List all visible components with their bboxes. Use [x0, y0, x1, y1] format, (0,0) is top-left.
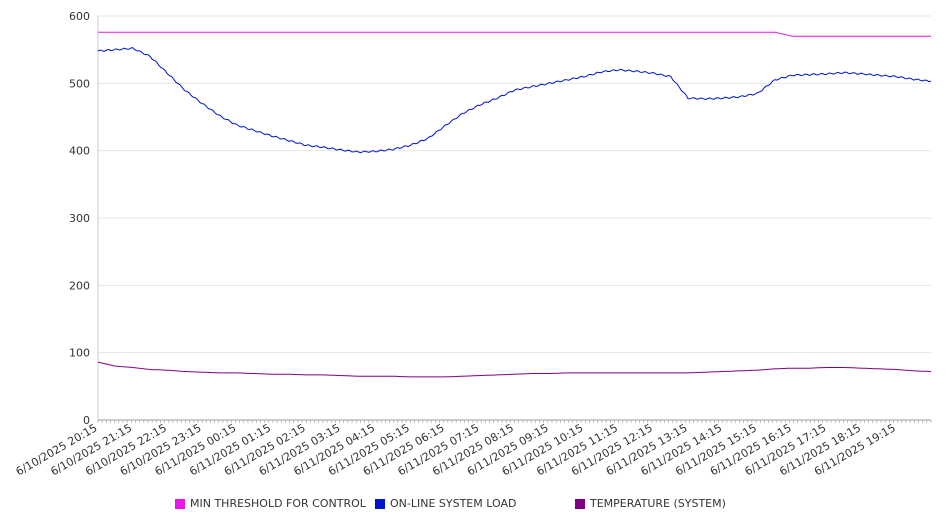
legend-label-temperature: TEMPERATURE (SYSTEM) — [590, 497, 726, 510]
legend-label-min-threshold: MIN THRESHOLD FOR CONTROL — [190, 497, 366, 510]
legend-swatch-temperature — [575, 498, 585, 509]
axes — [97, 16, 932, 423]
y-tick-label-0: 0 — [83, 414, 90, 427]
legend: MIN THRESHOLD FOR CONTROL ON-LINE SYSTEM… — [0, 497, 946, 515]
y-tick-label-200: 200 — [69, 279, 90, 292]
grid-lines — [98, 15, 931, 354]
y-tick-label-300: 300 — [69, 212, 90, 225]
series-line-0 — [98, 31, 931, 37]
y-axis-ticks: 0 100 200 300 400 500 600 — [69, 10, 90, 427]
series-line-1 — [97, 47, 932, 154]
legend-item-min-threshold[interactable]: MIN THRESHOLD FOR CONTROL — [175, 497, 366, 510]
y-tick-label-600: 600 — [69, 10, 90, 23]
y-tick-label-400: 400 — [69, 145, 90, 158]
legend-item-temperature[interactable]: TEMPERATURE (SYSTEM) — [575, 497, 726, 510]
legend-swatch-min-threshold — [175, 498, 185, 509]
y-tick-label-100: 100 — [69, 347, 90, 360]
legend-swatch-online-system-load — [375, 498, 385, 509]
x-axis-ticks: 6/10/2025 20:156/10/2025 21:156/10/2025 … — [14, 421, 898, 478]
legend-item-online-system-load[interactable]: ON-LINE SYSTEM LOAD — [375, 497, 516, 510]
series-line-2 — [97, 361, 932, 378]
legend-label-online-system-load: ON-LINE SYSTEM LOAD — [390, 497, 517, 510]
y-tick-label-500: 500 — [69, 77, 90, 90]
series-lines — [97, 31, 932, 378]
